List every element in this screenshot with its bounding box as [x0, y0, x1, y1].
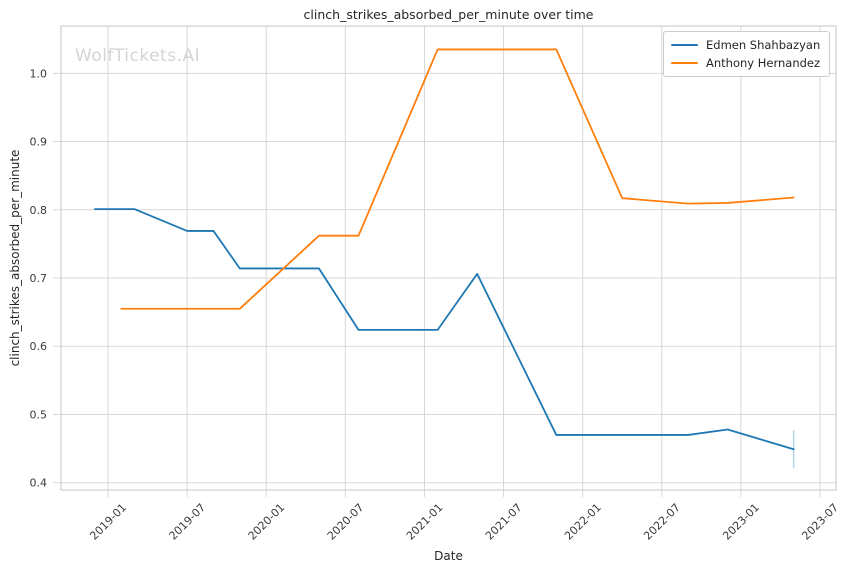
- x-tick-label: 2023-01: [720, 501, 762, 543]
- y-tick-label: 0.4: [30, 477, 48, 490]
- legend: Edmen Shahbazyan Anthony Hernandez: [663, 31, 830, 77]
- y-tick-label: 0.6: [30, 340, 48, 353]
- y-tick-label: 1.0: [30, 67, 48, 80]
- legend-label-anthony-hernandez: Anthony Hernandez: [706, 56, 821, 70]
- legend-label-edmen-shahbazyan: Edmen Shahbazyan: [706, 38, 821, 52]
- series-line-anthony-hernandez: [120, 48, 795, 310]
- x-tick-label: 2019-07: [167, 501, 209, 543]
- x-tick-label: 2022-07: [641, 501, 683, 543]
- x-tick-label: 2021-01: [404, 501, 446, 543]
- x-tick-label: 2019-01: [87, 501, 129, 543]
- watermark: WolfTickets.AI: [75, 46, 201, 66]
- plot-border: [60, 25, 837, 491]
- y-tick-label: 0.9: [30, 136, 48, 149]
- x-tick-label: 2021-07: [483, 501, 525, 543]
- x-tick-label: 2023-07: [799, 501, 841, 543]
- y-tick-label: 0.5: [30, 408, 48, 421]
- legend-item-edmen-shahbazyan: Edmen Shahbazyan: [671, 37, 823, 53]
- chart-title: clinch_strikes_absorbed_per_minute over …: [303, 7, 594, 22]
- y-tick-label: 0.7: [30, 272, 48, 285]
- y-axis-label: clinch_strikes_absorbed_per_minute: [8, 149, 22, 367]
- x-axis-label: Date: [434, 549, 463, 563]
- legend-item-anthony-hernandez: Anthony Hernandez: [671, 55, 823, 71]
- legend-line-sample-anthony-hernandez: [671, 61, 698, 65]
- legend-line-sample-edmen-shahbazyan: [671, 43, 698, 47]
- y-tick-label: 0.8: [30, 204, 48, 217]
- series-line-edmen-shahbazyan: [93, 208, 795, 451]
- x-tick-label: 2022-01: [562, 501, 604, 543]
- x-tick-label: 2020-01: [246, 501, 288, 543]
- x-tick-label: 2020-07: [325, 501, 367, 543]
